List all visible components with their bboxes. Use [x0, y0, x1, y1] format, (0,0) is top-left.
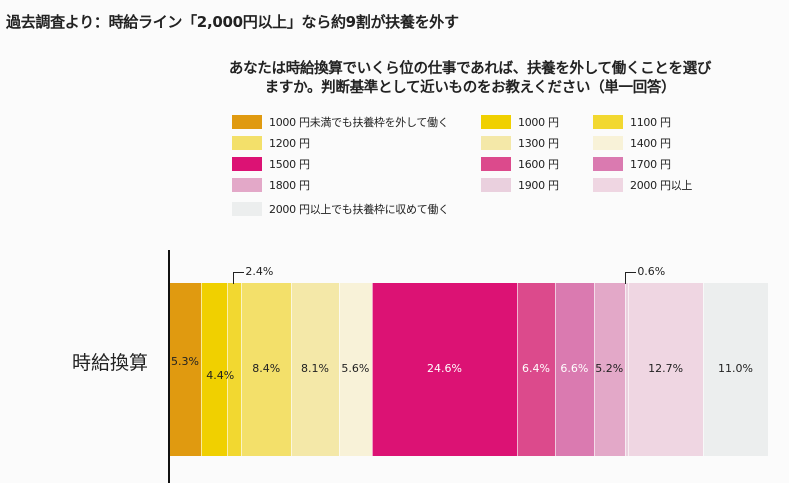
legend-label: 1500 円 [269, 158, 310, 171]
legend-label: 1200 円 [269, 137, 310, 150]
legend-item: 1900 円 [481, 177, 559, 193]
chart-title-line-2: ますか。判断基準として近いものをお教えください（単一回答） [264, 80, 676, 96]
chart-title-line-1: あなたは時給換算でいくら位の仕事であれば、扶養を外して働くことを選び [228, 61, 712, 77]
legend-label: 1600 円 [518, 158, 559, 171]
legend-swatch [232, 157, 262, 171]
legend-swatch [481, 115, 511, 129]
legend-label: 1000 円未満でも扶養枠を外して働く [269, 116, 449, 129]
legend-label: 1400 円 [630, 137, 671, 150]
bar-segment [338, 283, 372, 456]
bar-segment [241, 283, 291, 456]
legend-swatch [481, 178, 511, 192]
legend-item: 2000 円以上でも扶養枠に収めて働く [232, 201, 449, 217]
legend-swatch [232, 178, 262, 192]
data-label: 8.1% [300, 362, 329, 375]
legend-item: 1700 円 [593, 156, 671, 172]
data-label: 5.6% [341, 362, 370, 375]
legend-item: 1500 円 [232, 156, 310, 172]
legend-item: 1400 円 [593, 135, 671, 151]
legend-swatch [481, 136, 511, 150]
legend-label: 1000 円 [518, 116, 559, 129]
legend-item: 1300 円 [481, 135, 559, 151]
legend-swatch [593, 115, 623, 129]
legend-item: 1000 円 [481, 114, 559, 130]
bar-segment [624, 283, 629, 456]
bar-segment [371, 283, 518, 456]
bar-segment [170, 283, 202, 456]
data-label: 4.4% [206, 369, 235, 382]
bar-segment [554, 283, 594, 456]
legend-item: 1600 円 [481, 156, 559, 172]
data-label: 6.6% [560, 362, 589, 375]
data-label: 11.0% [718, 362, 754, 375]
legend-item: 2000 円以上 [593, 177, 692, 193]
legend-item: 1000 円未満でも扶養枠を外して働く [232, 114, 449, 130]
legend-label: 2000 円以上でも扶養枠に収めて働く [269, 203, 449, 216]
legend-swatch [232, 136, 262, 150]
callout-leader-line [625, 272, 637, 284]
bar-segment [593, 283, 625, 456]
legend-swatch [593, 157, 623, 171]
data-label: 24.6% [427, 362, 462, 375]
chart-title: あなたは時給換算でいくら位の仕事であれば、扶養を外して働くことを選び ますか。判… [150, 60, 789, 98]
legend-item: 1800 円 [232, 177, 310, 193]
legend-label: 1900 円 [518, 179, 559, 192]
legend-swatch [232, 115, 262, 129]
callout-leader-line [233, 272, 245, 284]
legend-item: 1200 円 [232, 135, 310, 151]
category-label: 時給換算 [72, 352, 149, 374]
stacked-bar [170, 283, 768, 456]
legend-label: 2000 円以上 [630, 179, 693, 192]
data-label: 6.4% [522, 362, 550, 375]
data-label: 2.4% [245, 265, 274, 278]
bar-segment [201, 283, 228, 456]
legend-swatch [593, 136, 623, 150]
headline: 過去調査より：時給ライン「2,000円以上」なら約9割が扶養を外す [6, 13, 459, 31]
data-label: 12.7% [648, 362, 684, 375]
bar-segment [517, 283, 555, 456]
legend-swatch [593, 178, 623, 192]
bar-segment [291, 283, 339, 456]
legend-label: 1300 円 [518, 137, 559, 150]
data-label: 5.2% [595, 362, 624, 375]
legend-item: 1100 円 [593, 114, 671, 130]
legend-swatch [481, 157, 511, 171]
bar-segment [227, 283, 242, 456]
legend-label: 1700 円 [630, 158, 671, 171]
bar-segment [628, 283, 704, 456]
data-label: 8.4% [252, 362, 281, 375]
legend-label: 1100 円 [630, 116, 671, 129]
legend-swatch [232, 202, 262, 216]
bar-segment [703, 283, 768, 456]
data-label: 5.3% [171, 355, 199, 368]
legend-label: 1800 円 [269, 179, 310, 192]
y-axis-line [168, 250, 170, 483]
data-label: 0.6% [637, 265, 666, 278]
